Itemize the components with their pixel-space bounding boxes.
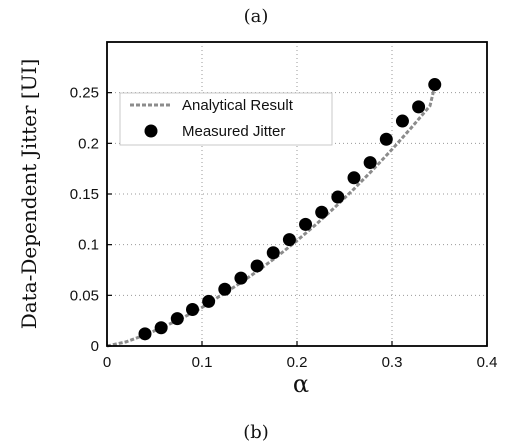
y-axis-label: Data-Dependent Jitter [UI] — [17, 59, 41, 330]
measured-jitter-point — [282, 233, 296, 247]
measured-jitter-point — [363, 156, 377, 170]
caption-top: (a) — [244, 6, 269, 27]
measured-jitter-point — [234, 271, 248, 285]
y-tick-label: 0.05 — [70, 287, 99, 304]
y-tick-labels: 0 0.05 0.1 0.15 0.2 0.25 — [70, 85, 112, 355]
caption-bottom: (b) — [243, 422, 269, 443]
measured-jitter-point — [347, 171, 361, 185]
x-tick-label: 0 — [103, 354, 111, 371]
measured-jitter-point — [412, 100, 426, 114]
legend-marker-measured — [144, 124, 158, 138]
measured-jitter-point — [202, 294, 216, 308]
measured-jitter-point — [299, 217, 313, 231]
measured-jitter-point — [379, 132, 393, 146]
x-tick-label: 0.4 — [477, 354, 498, 371]
series-layer — [106, 78, 442, 348]
measured-jitter-point — [186, 303, 199, 317]
measured-jitter-point — [170, 312, 184, 326]
x-tick-label: 0.1 — [192, 354, 213, 371]
y-tick-label: 0.15 — [70, 186, 99, 203]
y-tick-label: 0.2 — [78, 135, 99, 152]
measured-jitter-point — [154, 321, 168, 335]
measured-jitter-point — [428, 78, 442, 92]
legend-label-measured: Measured Jitter — [182, 123, 285, 140]
measured-jitter-point — [315, 205, 329, 219]
measured-jitter-point — [331, 190, 345, 204]
x-axis-label: α — [293, 370, 309, 398]
legend-box — [119, 92, 333, 146]
x-tick-labels: 0 0.1 0.2 0.3 0.4 — [103, 341, 498, 371]
y-tick-label: 0 — [91, 338, 99, 355]
grid-layer — [107, 42, 487, 346]
measured-jitter-point — [138, 327, 152, 341]
measured-jitter-point — [266, 246, 280, 260]
legend: Analytical Result Measured Jitter — [119, 92, 333, 146]
measured-jitter-point — [395, 114, 409, 128]
legend-label-analytical: Analytical Result — [182, 97, 294, 114]
y-tick-label: 0.25 — [70, 85, 99, 102]
measured-jitter-point — [250, 259, 264, 273]
x-tick-label: 0.2 — [287, 354, 308, 371]
measured-jitter-point — [218, 282, 232, 296]
y-tick-label: 0.1 — [78, 237, 99, 254]
x-tick-label: 0.3 — [382, 354, 403, 371]
